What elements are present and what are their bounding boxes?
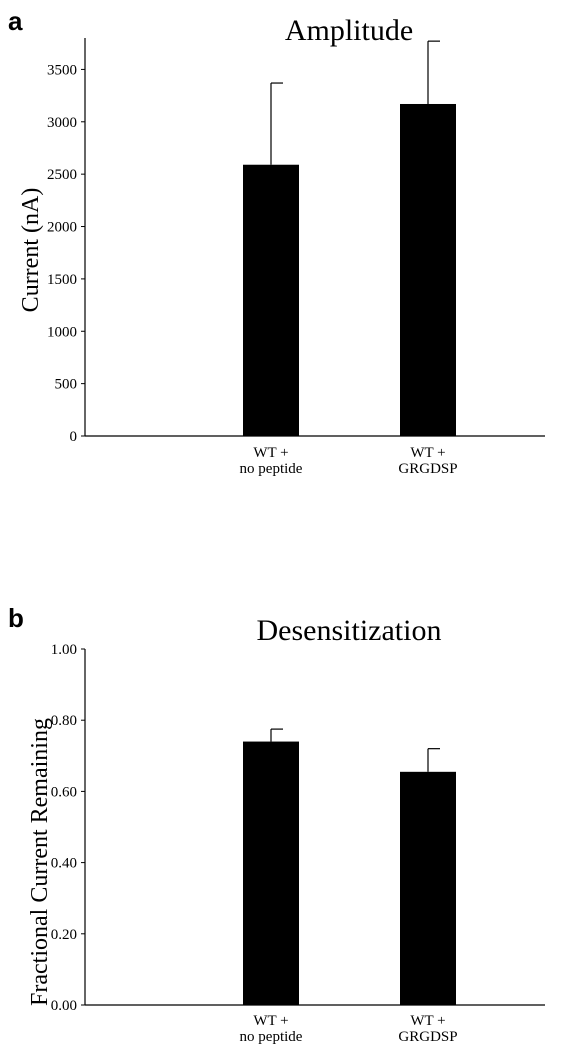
- chart-title-amplitude: Amplitude: [285, 14, 413, 47]
- category-label: no peptide: [240, 461, 303, 477]
- y-tick-label: 0: [70, 429, 78, 445]
- category-label: WT +: [253, 445, 288, 461]
- category-label: WT +: [253, 1013, 288, 1029]
- y-tick-label: 0.60: [51, 784, 77, 800]
- category-label: no peptide: [240, 1029, 303, 1045]
- bar: [243, 164, 299, 437]
- y-tick-label: 3000: [47, 115, 77, 131]
- chart-title-desensitization: Desensitization: [257, 614, 442, 647]
- y-tick-label: 2000: [47, 220, 77, 236]
- category-label: WT +: [410, 445, 445, 461]
- panel-letter-b: b: [8, 603, 24, 633]
- y-tick-label: 0.80: [51, 713, 77, 729]
- category-label: GRGDSP: [398, 1029, 457, 1045]
- bar: [400, 103, 456, 437]
- panel-a: a Amplitude Current (nA) 0 500 1000 1500 200…: [8, 6, 545, 477]
- category-label: WT +: [410, 1013, 445, 1029]
- bar: [243, 741, 299, 1005]
- y-tick-label: 1000: [47, 324, 77, 340]
- bar: [400, 771, 456, 1005]
- y-tick-label: 1500: [47, 272, 77, 288]
- y-tick-label: 500: [55, 377, 78, 393]
- panel-letter-a: a: [8, 6, 23, 36]
- y-tick-label: 0.00: [51, 998, 77, 1014]
- panel-b: b Desensitization Fractional Current Rem…: [8, 603, 545, 1045]
- y-tick-label: 1.00: [51, 642, 77, 658]
- y-tick-label: 0.40: [51, 856, 77, 872]
- y-axis-label-fractional-current: Fractional Current Remaining: [27, 718, 53, 1006]
- y-tick-label: 2500: [47, 167, 77, 183]
- category-label: GRGDSP: [398, 461, 457, 477]
- y-axis-label-current: Current (nA): [18, 188, 44, 313]
- y-tick-label: 3500: [47, 62, 77, 78]
- y-tick-label: 0.20: [51, 927, 77, 943]
